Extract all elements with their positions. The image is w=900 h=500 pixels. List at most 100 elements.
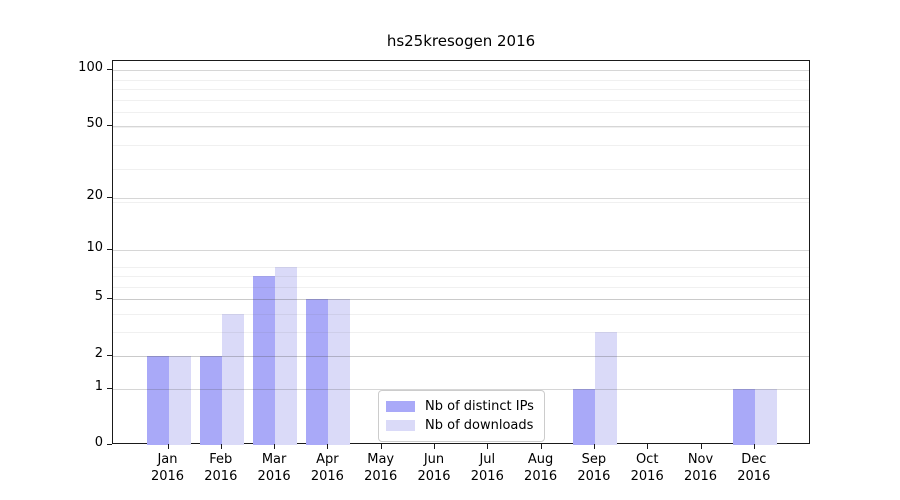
y-tick-mark	[107, 298, 112, 300]
x-tick-month: Feb	[209, 452, 233, 467]
x-tick-month: Jan	[157, 452, 178, 467]
x-tick-mark	[220, 444, 222, 449]
y-tick-label: 20	[86, 187, 103, 203]
bar-downloads	[594, 332, 617, 445]
x-tick-mark	[700, 444, 702, 449]
y-tick-label: 10	[86, 240, 103, 256]
y-tick-mark	[107, 124, 112, 126]
grid-line-minor	[113, 332, 809, 334]
x-tick-month: Oct	[635, 452, 659, 467]
y-tick-mark	[107, 354, 112, 356]
x-tick-year: 2016	[417, 468, 451, 484]
grid-layer	[113, 61, 809, 443]
x-tick-label: Dec 2016	[722, 452, 786, 485]
grid-line-major	[113, 125, 809, 127]
x-tick-mark	[593, 444, 595, 449]
x-tick-mark	[167, 444, 169, 449]
x-tick-month: Apr	[316, 452, 339, 467]
x-tick-mark	[647, 444, 649, 449]
y-tick-label: 1	[94, 378, 103, 394]
legend-label-downloads: Nb of downloads	[425, 418, 534, 433]
y-tick-mark	[107, 69, 112, 71]
x-tick-year: 2016	[737, 468, 771, 484]
x-tick-label: Jan 2016	[136, 452, 200, 485]
x-tick-label: Sep 2016	[562, 452, 626, 485]
grid-line-major	[113, 250, 809, 252]
grid-line-minor	[113, 266, 809, 268]
y-tick-mark	[107, 196, 112, 198]
bars-layer	[113, 61, 809, 445]
legend-item-downloads: Nb of downloads	[386, 416, 536, 435]
bar-distinct-ips	[306, 299, 329, 445]
legend-label-distinct-ips: Nb of distinct IPs	[425, 399, 534, 414]
y-tick-label: 100	[78, 60, 103, 76]
legend-swatch-distinct-ips	[386, 401, 415, 412]
grid-line-minor	[113, 168, 809, 170]
x-tick-year: 2016	[577, 468, 611, 484]
x-tick-month: Aug	[527, 452, 554, 467]
x-tick-label: Feb 2016	[189, 452, 253, 485]
x-tick-year: 2016	[310, 468, 344, 484]
bar-downloads	[275, 266, 298, 445]
x-tick-year: 2016	[470, 468, 504, 484]
x-tick-mark	[327, 444, 329, 449]
grid-line-minor	[113, 127, 809, 129]
x-tick-month: Dec	[741, 452, 767, 467]
plot-area	[112, 60, 810, 445]
grid-line-minor	[113, 314, 809, 316]
x-tick-year: 2016	[364, 468, 398, 484]
x-tick-year: 2016	[257, 468, 291, 484]
y-tick-label: 2	[94, 345, 103, 361]
y-tick-label: 50	[86, 115, 103, 131]
x-tick-label: May 2016	[349, 452, 413, 485]
legend-swatch-downloads	[386, 420, 415, 431]
grid-line-minor	[113, 299, 809, 301]
x-tick-label: Aug 2016	[509, 452, 573, 485]
grid-line-minor	[113, 286, 809, 288]
grid-line-minor	[113, 145, 809, 147]
x-tick-label: Oct 2016	[615, 452, 679, 485]
x-tick-year: 2016	[683, 468, 718, 484]
x-tick-label: Apr 2016	[295, 452, 359, 485]
x-tick-label: Jul 2016	[455, 452, 519, 485]
x-tick-mark	[487, 444, 489, 449]
y-tick-mark	[107, 249, 112, 251]
grid-line-major	[113, 299, 809, 301]
x-tick-month: Sep	[581, 452, 607, 467]
grid-line-minor	[113, 276, 809, 278]
grid-line-minor	[113, 79, 809, 81]
grid-line-minor	[113, 112, 809, 114]
bar-distinct-ips	[253, 276, 276, 445]
bar-distinct-ips	[146, 355, 169, 445]
y-tick-mark	[107, 387, 112, 389]
bar-downloads	[754, 388, 777, 445]
y-tick-label: 0	[94, 435, 103, 450]
x-tick-month: Nov	[687, 452, 714, 467]
bar-downloads	[168, 355, 191, 445]
x-tick-month: Jun	[423, 452, 445, 467]
y-tick-mark	[107, 444, 112, 445]
x-tick-mark	[540, 444, 542, 449]
x-tick-year: 2016	[630, 468, 664, 484]
grid-line-minor	[113, 99, 809, 101]
bar-distinct-ips	[199, 355, 222, 445]
grid-line-minor	[113, 89, 809, 91]
chart-title: hs25kresogen 2016	[386, 32, 536, 50]
x-tick-month: Mar	[261, 452, 287, 467]
x-tick-mark	[274, 444, 276, 449]
grid-line-minor	[113, 355, 809, 357]
x-tick-label: Nov 2016	[669, 452, 733, 485]
grid-line-major	[113, 355, 809, 357]
x-tick-mark	[434, 444, 435, 449]
x-tick-mark	[753, 444, 755, 449]
legend-item-distinct-ips: Nb of distinct IPs	[386, 397, 536, 416]
grid-line-minor	[113, 201, 809, 203]
x-tick-mark	[380, 444, 382, 449]
bar-downloads	[328, 299, 351, 445]
grid-line-major	[113, 70, 809, 72]
x-tick-year: 2016	[204, 468, 238, 484]
x-tick-label: Jun 2016	[402, 452, 466, 485]
x-tick-year: 2016	[150, 468, 185, 484]
x-tick-month: Jul	[479, 452, 496, 467]
